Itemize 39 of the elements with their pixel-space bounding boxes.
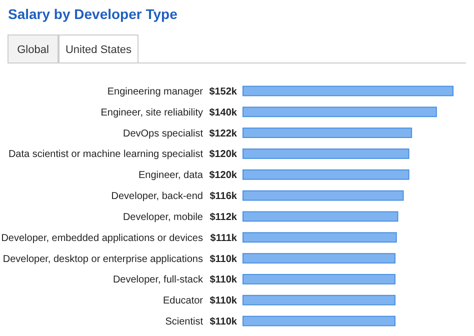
text: Global: [17, 44, 49, 56]
y-tick-label: DevOps specialist: [122, 128, 204, 140]
data-label: $116k: [210, 191, 238, 202]
y-tick-label: Developer, mobile: [122, 212, 204, 223]
y-tick-label: Scientist: [165, 316, 204, 328]
data-label: $111k: [210, 232, 238, 244]
y-tick-label: Educator: [162, 296, 204, 307]
y-tick-label: Developer, embedded applications or devices: [1, 232, 203, 244]
bar: [242, 128, 412, 138]
data-label: $120k: [209, 170, 238, 182]
y-tick-label: Data scientist or machine learning specialist: [8, 149, 204, 160]
bar: [242, 169, 410, 180]
data-label: $120k: [209, 149, 238, 160]
bar: [242, 211, 398, 222]
bar: [242, 253, 396, 264]
y-tick-label: Developer, desktop or enterprise applications: [2, 254, 203, 265]
data-label: $140k: [209, 107, 238, 118]
y-tick-label: Engineering manager: [107, 86, 204, 98]
data-label: $110k: [210, 316, 238, 328]
bar: [242, 106, 437, 118]
data-label: $152k: [209, 86, 238, 98]
bar: [242, 316, 396, 326]
bar: [242, 148, 410, 159]
y-tick-label: Engineer, data: [138, 170, 204, 182]
text: Salary by Developer Type: [8, 6, 178, 22]
bar: [242, 294, 396, 306]
bar: [242, 232, 397, 243]
data-label: $112k: [210, 212, 238, 223]
y-tick-label: Developer, full-stack: [112, 274, 204, 286]
data-label: $110k: [210, 274, 238, 286]
data-label: $122k: [209, 128, 238, 140]
y-tick-label: Engineer, site reliability: [100, 107, 203, 118]
data-label: $110k: [210, 254, 238, 265]
bar: [242, 86, 454, 96]
bar: [242, 190, 404, 201]
y-tick-label: Developer, back-end: [111, 191, 203, 202]
bar: [242, 274, 396, 284]
data-label: $110k: [210, 296, 238, 307]
text: United States: [65, 44, 132, 56]
